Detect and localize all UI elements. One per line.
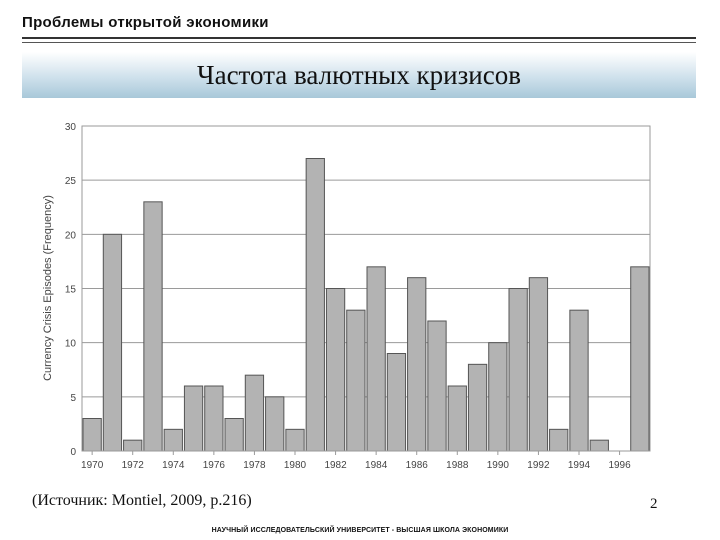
bar-1972 bbox=[123, 439, 143, 452]
slide-title: Частота валютных кризисов bbox=[197, 59, 521, 90]
bar-1973 bbox=[143, 201, 163, 452]
y-tick-label: 5 bbox=[70, 393, 76, 404]
grid-layer bbox=[82, 125, 650, 452]
axis-layer: 0 5 10 15 20 25 30 1970 1972 1974 1976 1978 1980 1982… bbox=[65, 122, 651, 471]
y-tick-label: 15 bbox=[65, 285, 77, 296]
y-tick-label: 25 bbox=[65, 176, 77, 187]
bar-1980 bbox=[285, 428, 305, 452]
bar-1983 bbox=[346, 309, 366, 452]
x-tick-label: 1978 bbox=[243, 460, 266, 471]
x-tick-label: 1990 bbox=[487, 460, 510, 471]
bar-1984 bbox=[366, 266, 386, 452]
x-tick-label: 1988 bbox=[446, 460, 469, 471]
bar-1994 bbox=[569, 309, 589, 452]
plot-frame bbox=[81, 125, 651, 452]
x-tick-label: 1976 bbox=[203, 460, 226, 471]
y-tick-label: 30 bbox=[65, 122, 77, 133]
bar-1976 bbox=[204, 385, 224, 452]
source-citation: (Источник: Montiel, 2009, p.216) bbox=[32, 492, 252, 509]
bar-1991 bbox=[508, 288, 528, 452]
bar-1990 bbox=[488, 342, 508, 452]
bar-1987 bbox=[427, 320, 447, 452]
bar-1985 bbox=[386, 353, 407, 452]
footer-university: НАУЧНЫЙ ИССЛЕДОВАТЕЛЬСКИЙ УНИВЕРСИТЕТ - … bbox=[211, 527, 509, 534]
bar-1970 bbox=[82, 418, 102, 452]
bar-1982 bbox=[325, 288, 346, 452]
bar-1974 bbox=[163, 428, 183, 452]
header-title: Проблемы открытой экономики bbox=[22, 14, 269, 31]
y-tick-label: 10 bbox=[65, 339, 77, 350]
bars-layer bbox=[82, 158, 650, 452]
bar-1993 bbox=[549, 428, 569, 452]
header-divider-thin bbox=[22, 42, 696, 43]
bar-1977 bbox=[224, 418, 244, 452]
bar-1971 bbox=[102, 233, 123, 452]
x-tick-label: 1996 bbox=[608, 460, 631, 471]
bar-1975 bbox=[183, 385, 204, 452]
bar-1989 bbox=[467, 363, 488, 452]
x-tick-label: 1970 bbox=[81, 460, 104, 471]
x-tick-label: 1986 bbox=[406, 460, 429, 471]
x-tick-label: 1992 bbox=[527, 460, 550, 471]
title-banner: Частота валютных кризисов bbox=[22, 52, 696, 98]
bar-1988 bbox=[447, 385, 467, 452]
header-divider bbox=[22, 37, 696, 39]
bar-1995 bbox=[589, 439, 609, 452]
page-number: 2 bbox=[650, 496, 658, 512]
bar-1981 bbox=[305, 158, 325, 452]
bar-1986 bbox=[407, 277, 427, 452]
y-axis-label: Currency Crisis Episodes (Frequency) bbox=[42, 195, 54, 381]
y-tick-label: 20 bbox=[65, 230, 77, 241]
x-tick-label: 1984 bbox=[365, 460, 388, 471]
x-tick-label: 1994 bbox=[568, 460, 591, 471]
bar-1997 bbox=[630, 266, 650, 452]
y-tick-label: 0 bbox=[70, 447, 76, 458]
x-tick-label: 1972 bbox=[122, 460, 145, 471]
x-tick-label: 1982 bbox=[324, 460, 347, 471]
bar-1979 bbox=[265, 396, 285, 452]
x-tick-label: 1980 bbox=[284, 460, 307, 471]
bar-1978 bbox=[244, 374, 265, 452]
x-tick-label: 1974 bbox=[162, 460, 185, 471]
bar-1992 bbox=[528, 277, 549, 452]
